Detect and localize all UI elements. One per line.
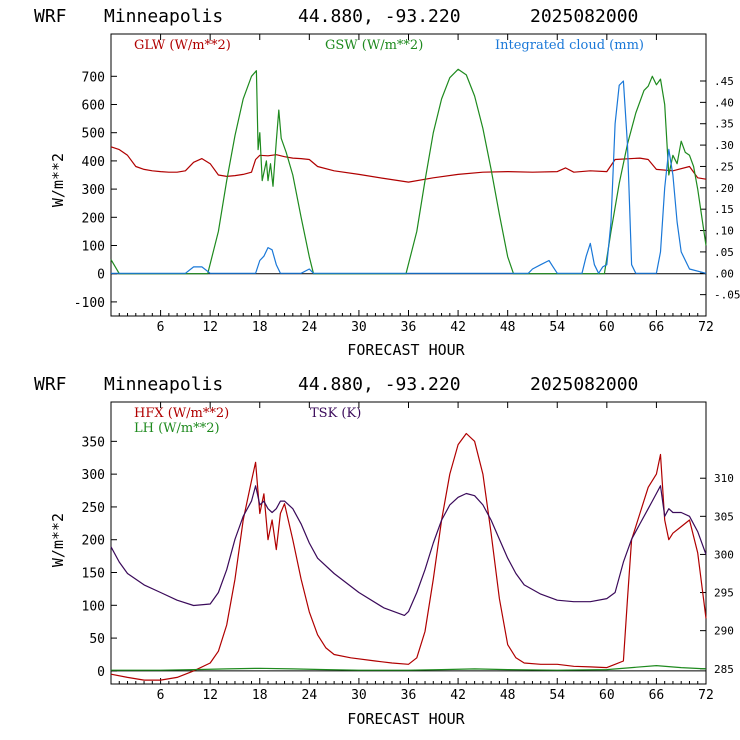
top-y2-tick-label: .35	[714, 118, 734, 131]
top-x-tick-label: 18	[252, 320, 268, 335]
top-y-tick-label: 400	[82, 155, 105, 170]
top-legend-cloud: Integrated cloud (mm)	[495, 38, 644, 53]
bottom-x-tick-label: 12	[202, 688, 218, 703]
bottom-y-tick-label: 200	[82, 534, 105, 549]
top-y2-tick-label: .05	[714, 246, 734, 259]
top-x-tick-label: 66	[649, 320, 665, 335]
bottom-legend-hfx: HFX (W/m**2)	[134, 406, 229, 421]
bottom-y2-tick-label: 285	[714, 663, 734, 676]
top-header-coords: 44.880, -93.220	[298, 6, 461, 27]
top-x-tick-label: 48	[500, 320, 516, 335]
bottom-series-group	[110, 432, 707, 681]
bottom-x-tick-label: 24	[302, 688, 318, 703]
top-series-gsw-line	[110, 68, 707, 275]
top-y2-tick-label: -.05	[714, 289, 740, 302]
bottom-y-tick-label: 300	[82, 468, 105, 483]
bottom-axes: 6 12 18 24 30 36 42 48 54 60 66 72 0 50 100 150 200 250 30…	[82, 402, 734, 703]
bottom-header-coords: 44.880, -93.220	[298, 374, 461, 395]
top-y-tick-label: 600	[82, 99, 105, 114]
bottom-y-tick-label: 350	[82, 435, 105, 450]
bottom-x-tick-label: 54	[549, 688, 565, 703]
top-panel: WRF Minneapolis 44.880, -93.220 20250820…	[34, 6, 740, 359]
bottom-series-tsk-line	[110, 485, 707, 616]
top-y2-tick-label: .10	[714, 225, 734, 238]
top-series-glw-line	[110, 146, 707, 183]
bottom-series-hfx-line	[110, 432, 707, 681]
bottom-y2-tick-label: 305	[714, 510, 734, 523]
top-y2-tick-label: .20	[714, 182, 734, 195]
top-x-tick-label: 36	[401, 320, 417, 335]
bottom-y2-tick-label: 290	[714, 625, 734, 638]
top-y-tick-label: 0	[97, 268, 105, 283]
top-x-tick-label: 6	[157, 320, 165, 335]
bottom-x-tick-label: 42	[450, 688, 466, 703]
top-y-tick-label: 200	[82, 211, 105, 226]
top-series-group	[110, 68, 707, 275]
bottom-y-tick-label: 250	[82, 501, 105, 516]
bottom-y-tick-label: 100	[82, 599, 105, 614]
top-y2-tick-label: .00	[714, 267, 734, 280]
top-x-tick-label: 60	[599, 320, 615, 335]
top-y-axis-label: W/m**2	[49, 153, 67, 207]
bottom-header-init: 2025082000	[530, 374, 638, 395]
bottom-series-lh-line	[111, 665, 707, 671]
bottom-y-tick-label: 150	[82, 567, 105, 582]
top-x-tick-label: 24	[302, 320, 318, 335]
top-y2-tick-label: .40	[714, 96, 734, 109]
top-x-tick-label: 42	[450, 320, 466, 335]
top-y2-tick-label: .25	[714, 160, 734, 173]
bottom-x-tick-label: 60	[599, 688, 615, 703]
top-y-tick-label: 500	[82, 127, 105, 142]
top-y-tick-label: 700	[82, 70, 105, 85]
top-y2-tick-label: .45	[714, 75, 734, 88]
bottom-header-location: Minneapolis	[104, 374, 223, 395]
bottom-x-tick-label: 30	[351, 688, 367, 703]
bottom-legend-tsk: TSK (K)	[310, 406, 361, 421]
bottom-header-model: WRF	[34, 374, 67, 395]
top-header-location: Minneapolis	[104, 6, 223, 27]
top-y-tick-label: 300	[82, 183, 105, 198]
top-legend-glw: GLW (W/m**2)	[134, 38, 231, 53]
bottom-x-tick-label: 72	[698, 688, 714, 703]
top-series-integrated-line	[111, 80, 707, 274]
bottom-x-axis-label: FORECAST HOUR	[347, 710, 465, 728]
top-y2-tick-label: .30	[714, 139, 734, 152]
top-x-tick-label: 72	[698, 320, 714, 335]
top-x-tick-label: 54	[549, 320, 565, 335]
bottom-panel: WRF Minneapolis 44.880, -93.220 20250820…	[34, 374, 734, 728]
bottom-y2-tick-label: 300	[714, 548, 734, 561]
bottom-y-tick-label: 50	[89, 632, 105, 647]
bottom-y-tick-label: 0	[97, 665, 105, 680]
bottom-x-tick-label: 36	[401, 688, 417, 703]
bottom-y2-tick-label: 310	[714, 472, 734, 485]
bottom-x-tick-label: 18	[252, 688, 268, 703]
bottom-x-tick-label: 66	[649, 688, 665, 703]
top-axes: 6 12 18 24 30 36 42 48 54 60 66 72 -100 0 100 200 300 400…	[74, 34, 740, 335]
bottom-y2-tick-label: 295	[714, 587, 734, 600]
top-y-tick-label: 100	[82, 240, 105, 255]
bottom-x-tick-label: 48	[500, 688, 516, 703]
top-y-tick-label: -100	[74, 296, 105, 311]
top-legend-gsw: GSW (W/m**2)	[325, 38, 423, 53]
top-header-init: 2025082000	[530, 6, 638, 27]
top-x-tick-label: 30	[351, 320, 367, 335]
top-x-axis-label: FORECAST HOUR	[347, 341, 465, 359]
bottom-legend-lh: LH (W/m**2)	[134, 421, 220, 436]
bottom-y-axis-label: W/m**2	[49, 513, 67, 567]
bottom-x-tick-label: 6	[157, 688, 165, 703]
top-y2-tick-label: .15	[714, 203, 734, 216]
top-header-model: WRF	[34, 6, 67, 27]
top-x-tick-label: 12	[202, 320, 218, 335]
